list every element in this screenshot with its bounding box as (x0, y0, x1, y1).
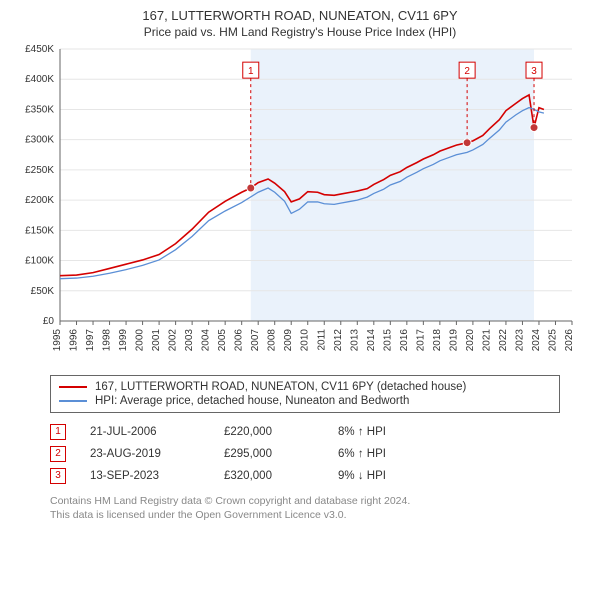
y-tick-label: £100K (25, 256, 54, 267)
x-tick-label: 2002 (168, 329, 179, 352)
event-date: 13-SEP-2023 (90, 470, 200, 482)
x-tick-label: 2017 (415, 329, 426, 352)
x-tick-label: 2009 (283, 329, 294, 352)
event-price: £295,000 (224, 448, 314, 460)
legend-box: 167, LUTTERWORTH ROAD, NUNEATON, CV11 6P… (50, 375, 560, 413)
legend-swatch-hpi (59, 400, 87, 402)
y-tick-label: £450K (25, 44, 54, 55)
x-tick-label: 1998 (102, 329, 113, 352)
marker-label: 1 (248, 66, 254, 77)
x-tick-label: 2021 (481, 329, 492, 352)
x-tick-label: 2013 (349, 329, 360, 352)
x-tick-label: 2001 (151, 329, 162, 352)
x-tick-label: 2026 (564, 329, 575, 352)
x-tick-label: 2022 (498, 329, 509, 352)
x-tick-label: 2020 (465, 329, 476, 352)
x-tick-label: 2011 (316, 329, 327, 351)
events-table: 1 21-JUL-2006 £220,000 8% ↑ HPI 2 23-AUG-2019… (50, 421, 560, 487)
x-tick-label: 2018 (432, 329, 443, 352)
x-tick-label: 2015 (382, 329, 393, 352)
x-tick-label: 1996 (69, 329, 80, 352)
y-tick-label: £350K (25, 104, 54, 115)
x-tick-label: 2016 (399, 329, 410, 352)
event-date: 23-AUG-2019 (90, 448, 200, 460)
x-tick-label: 2003 (184, 329, 195, 352)
title-block: 167, LUTTERWORTH ROAD, NUNEATON, CV11 6P… (0, 0, 600, 39)
y-tick-label: £300K (25, 135, 54, 146)
x-tick-label: 2010 (300, 329, 311, 352)
event-hpi: 9% ↓ HPI (338, 470, 428, 482)
x-tick-label: 2004 (201, 329, 212, 352)
x-tick-label: 2012 (333, 329, 344, 352)
event-hpi: 6% ↑ HPI (338, 448, 428, 460)
y-tick-label: £50K (31, 286, 55, 297)
event-marker: 3 (50, 468, 66, 484)
y-tick-label: £200K (25, 195, 54, 206)
y-tick-label: £400K (25, 74, 54, 85)
x-tick-label: 2025 (547, 329, 558, 352)
legend-row-property: 167, LUTTERWORTH ROAD, NUNEATON, CV11 6P… (59, 380, 551, 394)
title-subtitle: Price paid vs. HM Land Registry's House … (0, 25, 600, 39)
event-row: 1 21-JUL-2006 £220,000 8% ↑ HPI (50, 421, 560, 443)
event-date: 21-JUL-2006 (90, 426, 200, 438)
x-tick-label: 2024 (531, 329, 542, 352)
footer-line1: Contains HM Land Registry data © Crown c… (50, 495, 560, 509)
page-root: 167, LUTTERWORTH ROAD, NUNEATON, CV11 6P… (0, 0, 600, 522)
event-marker: 2 (50, 446, 66, 462)
y-tick-label: £0 (43, 316, 55, 327)
x-tick-label: 2005 (217, 329, 228, 352)
x-tick-label: 2014 (366, 329, 377, 352)
x-tick-label: 2000 (135, 329, 146, 352)
event-price: £220,000 (224, 426, 314, 438)
marker-label: 3 (531, 66, 537, 77)
title-address: 167, LUTTERWORTH ROAD, NUNEATON, CV11 6P… (0, 8, 600, 23)
x-tick-label: 1997 (85, 329, 96, 352)
x-tick-label: 1995 (52, 329, 63, 352)
x-tick-label: 2007 (250, 329, 261, 352)
x-tick-label: 1999 (118, 329, 129, 352)
event-row: 2 23-AUG-2019 £295,000 6% ↑ HPI (50, 443, 560, 465)
y-tick-label: £250K (25, 165, 54, 176)
x-tick-label: 2023 (514, 329, 525, 352)
x-tick-label: 2006 (234, 329, 245, 352)
x-tick-label: 2008 (267, 329, 278, 352)
y-tick-label: £150K (25, 225, 54, 236)
event-marker: 1 (50, 424, 66, 440)
event-price: £320,000 (224, 470, 314, 482)
chart-svg: £0 £50K £100K £150K £200K £250K £300K £350K £400… (10, 39, 590, 369)
legend-swatch-property (59, 386, 87, 388)
event-hpi: 8% ↑ HPI (338, 426, 428, 438)
legend-row-hpi: HPI: Average price, detached house, Nune… (59, 394, 551, 408)
footer: Contains HM Land Registry data © Crown c… (50, 495, 560, 522)
legend-label-hpi: HPI: Average price, detached house, Nune… (95, 395, 409, 407)
marker-label: 2 (464, 66, 470, 77)
footer-line2: This data is licensed under the Open Gov… (50, 509, 560, 523)
event-row: 3 13-SEP-2023 £320,000 9% ↓ HPI (50, 465, 560, 487)
x-tick-label: 2019 (448, 329, 459, 352)
legend-label-property: 167, LUTTERWORTH ROAD, NUNEATON, CV11 6P… (95, 381, 466, 393)
